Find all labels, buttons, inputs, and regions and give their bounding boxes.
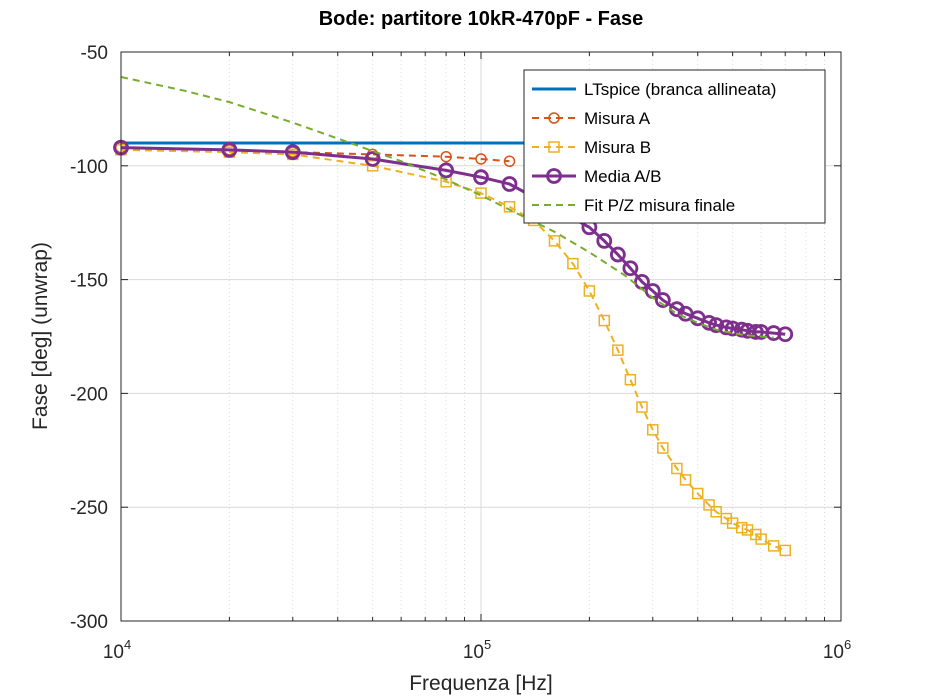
data-point [777,326,794,343]
data-point [767,540,780,552]
data-point [647,424,659,436]
data-point [701,314,717,331]
data-point [624,373,637,386]
data-point [609,246,626,263]
data-point [657,442,669,454]
chart-title: Bode: partitore 10kR-470pF - Fase [319,8,644,30]
data-point [691,487,704,500]
data-point [654,292,671,308]
x-tick-base: 10 [823,642,844,663]
legend-label: Misura A [584,109,651,128]
y-tick-label: -50 [81,43,108,64]
legend: LTspice (branca allineata) Misura A Misura… [523,69,826,224]
data-point [779,544,791,557]
legend-item-media-a-b: Media A/B [532,167,662,186]
data-point [440,150,452,163]
x-tick-base: 10 [463,642,484,663]
data-point [364,151,381,167]
data-point [735,521,748,534]
x-tick-label: 104 [103,637,131,663]
data-point [710,506,722,518]
legend-label: Misura B [584,138,651,157]
data-point [747,324,764,340]
y-tick-label: -150 [70,271,108,292]
legend-item-fit-p-z-misura-finale: Fit P/Z misura finale [532,196,735,215]
series-line [120,148,786,552]
data-point [475,153,487,165]
data-point [567,257,579,270]
y-tick-label: -250 [70,498,108,519]
data-point [724,320,741,337]
data-point [583,285,596,297]
series-fit-p-z-misura-finale [120,76,774,339]
series-media-a-b [113,139,794,343]
data-point [221,141,238,158]
axis-ticks: 104 105 106-50-100-150-200-250-300 [70,43,851,663]
x-tick-label: 105 [463,637,491,663]
series-line [120,76,774,339]
data-point [473,169,489,186]
y-tick-label: -200 [70,384,108,405]
x-tick-exponent: 5 [484,637,491,652]
y-axis-label: Fase [deg] (unwrap) [29,242,52,430]
data-point [612,344,624,356]
data-point [503,155,516,167]
data-point [622,260,639,277]
data-point [755,533,767,545]
x-tick-exponent: 4 [124,637,131,652]
legend-item-ltspice-branca-allineata: LTspice (branca allineata) [532,80,776,99]
x-tick-label: 106 [823,637,851,663]
data-point [598,314,611,327]
data-point [501,176,518,192]
data-point [548,235,561,247]
legend-item-misura-a: Misura A [532,109,651,128]
legend-label: Media A/B [584,167,662,186]
data-point [636,401,648,413]
series-line [120,146,786,336]
data-point [596,233,613,249]
data-point [284,144,301,161]
data-point [708,317,725,334]
data-point [679,474,692,486]
x-axis-label: Frequenza [Hz] [409,672,553,695]
data-point [438,162,455,179]
x-tick-exponent: 6 [844,637,851,652]
data-point [671,462,683,475]
x-tick-base: 10 [103,642,124,663]
legend-label: LTspice (branca allineata) [584,80,776,99]
legend-swatch-marker [546,168,562,184]
legend-item-misura-b: Misura B [532,138,651,157]
y-tick-label: -300 [70,612,108,633]
data-point [503,201,516,213]
data-point [366,160,379,172]
legend-swatch-marker [548,141,560,153]
y-tick-label: -100 [70,157,108,178]
data-point [718,319,735,336]
legend-swatch-marker [548,112,560,124]
legend-label: Fit P/Z misura finale [584,196,735,215]
data-point [703,499,715,511]
